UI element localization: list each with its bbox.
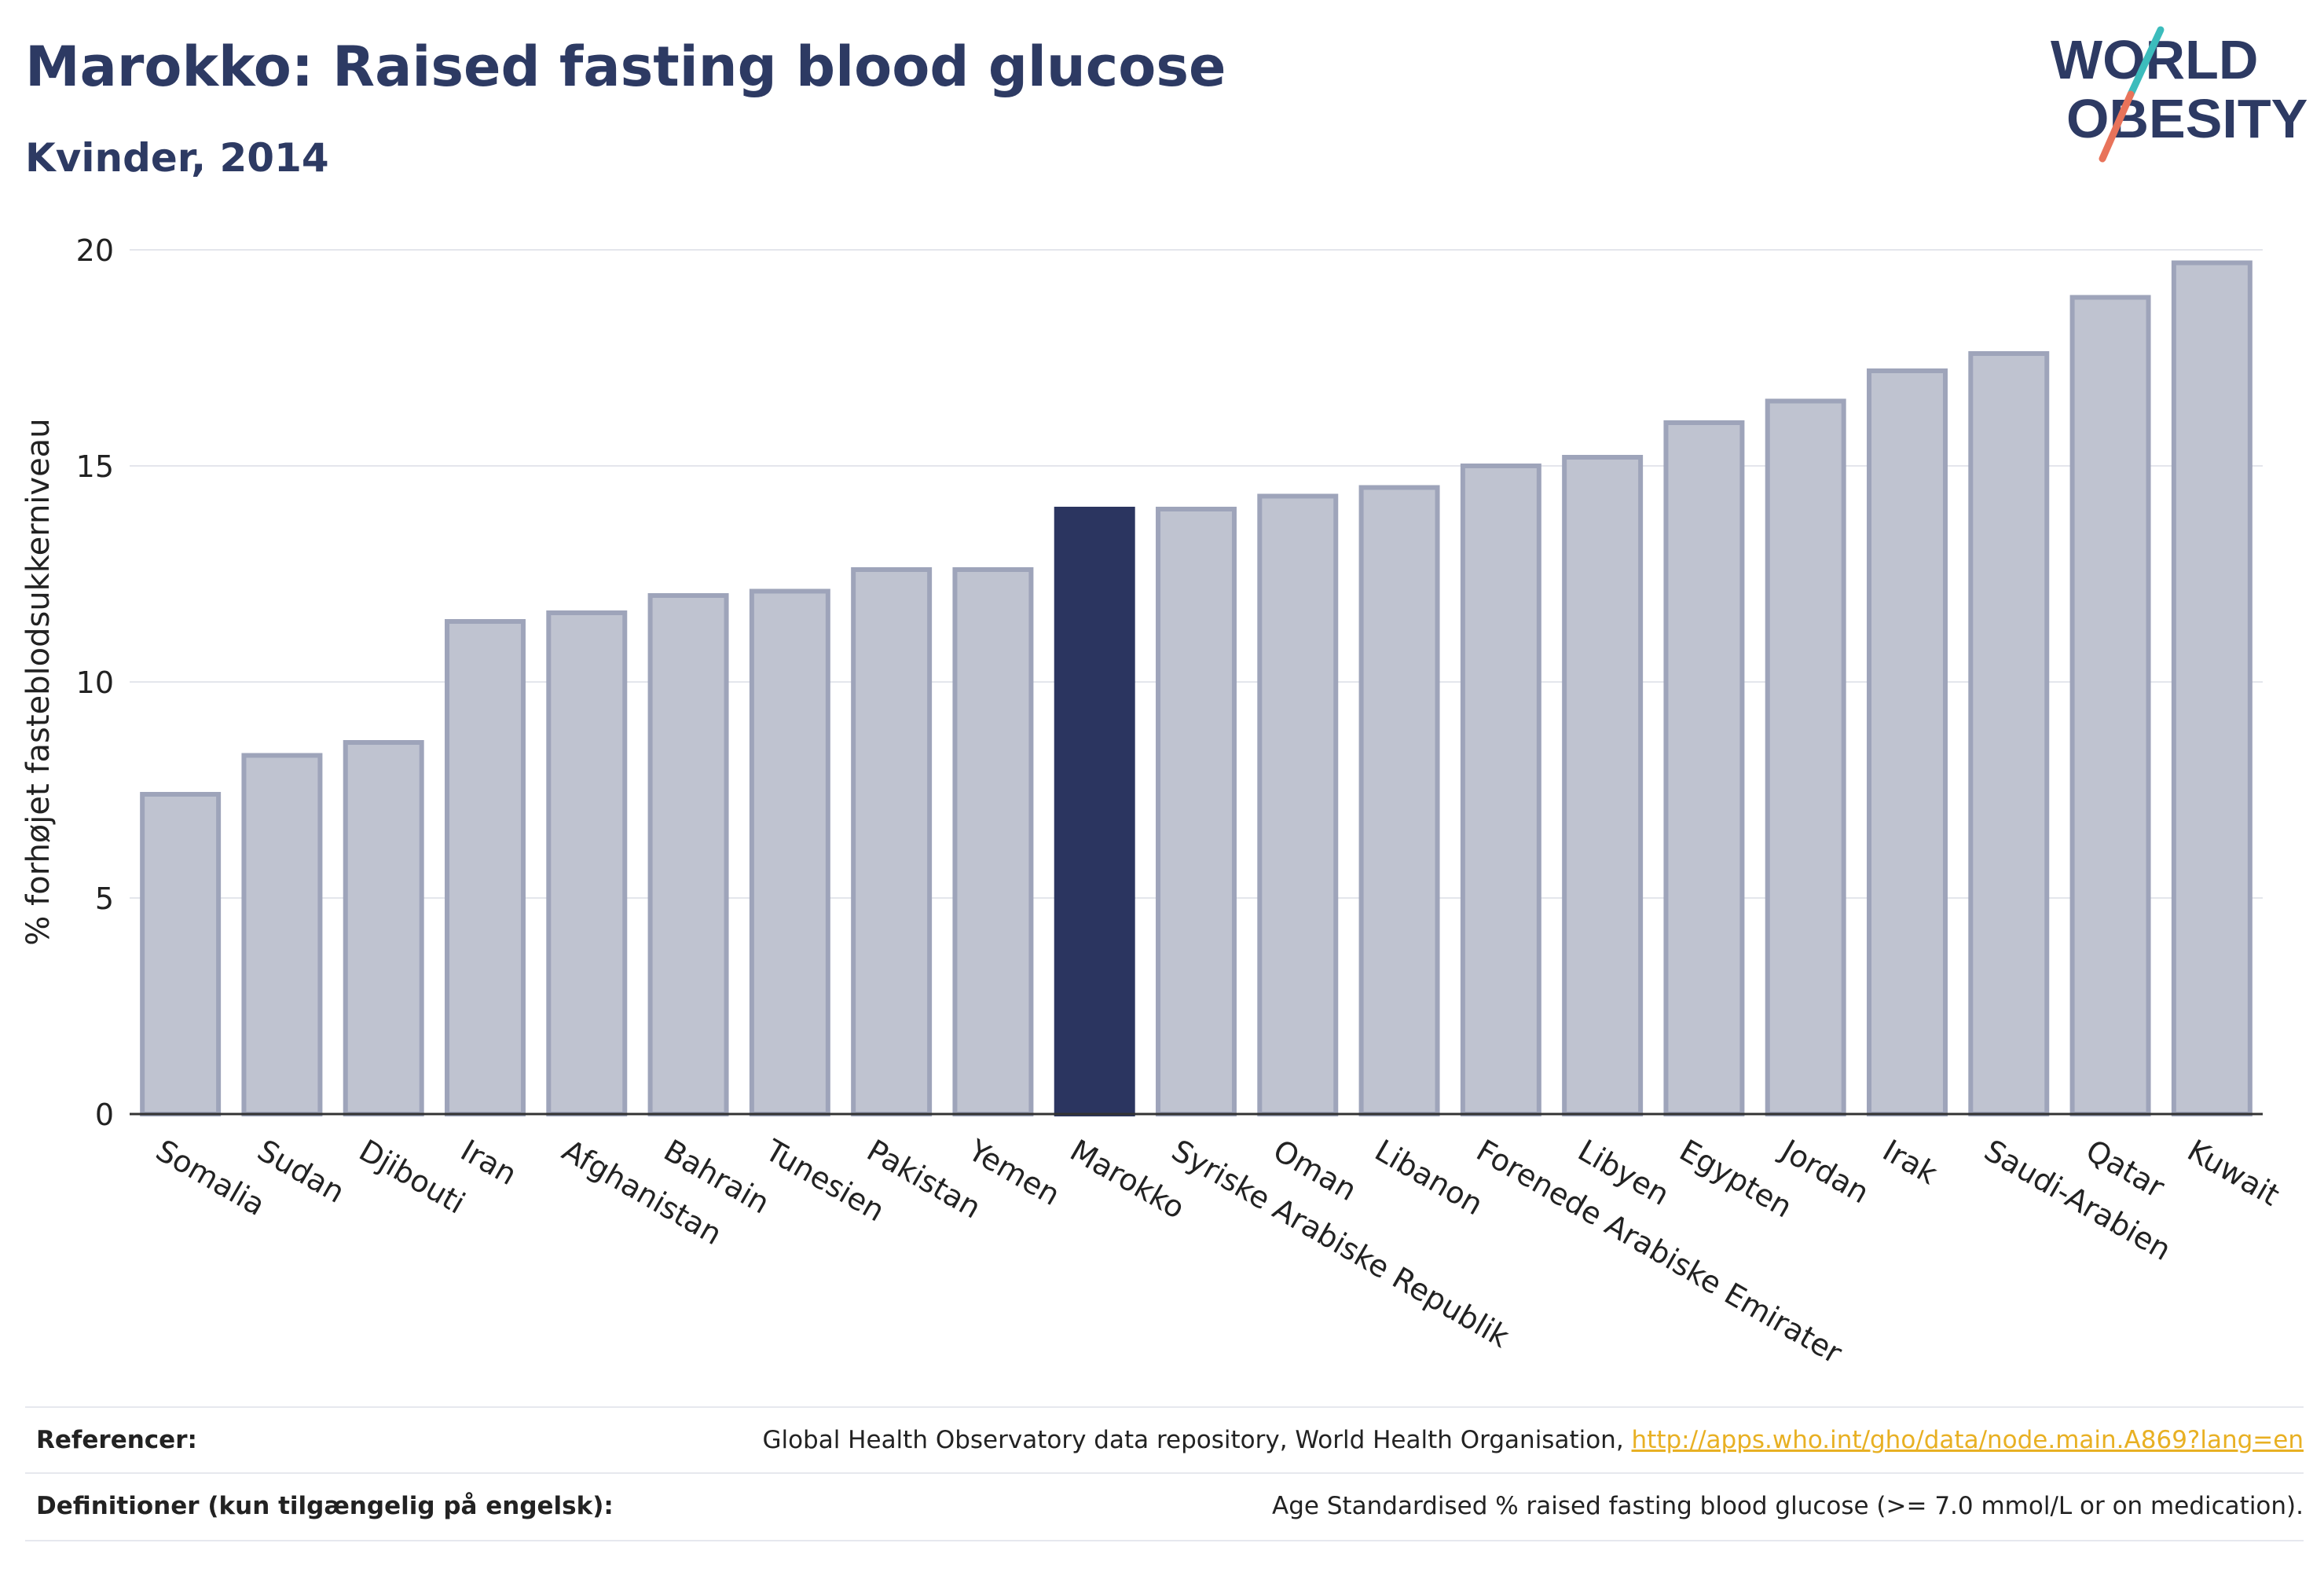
definitions-row: Definitioner (kun tilgængelig på engelsk… (25, 1472, 2304, 1538)
bar (546, 610, 628, 1116)
bar (851, 567, 933, 1116)
bar (1968, 351, 2050, 1116)
bar (647, 593, 729, 1116)
bar (140, 792, 222, 1116)
x-tick-label: Marokko (1065, 1133, 1191, 1226)
y-tick-label: 5 (95, 881, 114, 916)
bar (2069, 295, 2151, 1116)
bar (1867, 368, 1948, 1116)
bar (1663, 420, 1745, 1116)
y-tick-label: 0 (95, 1098, 114, 1132)
y-axis-ticks: 0 5 10 15 20 (76, 233, 114, 1132)
world-obesity-logo: WORLD OBESITY (2051, 26, 2308, 163)
x-tick-label: Somalia (150, 1133, 271, 1222)
bar (343, 740, 424, 1116)
bar (1460, 464, 1541, 1116)
chart-title: Marokko: Raised fasting blood glucose (25, 35, 1226, 99)
bar-highlight (1054, 507, 1135, 1116)
x-tick-label: Irak (1877, 1133, 1943, 1191)
bar (1257, 493, 1339, 1116)
references-link[interactable]: http://apps.who.int/gho/data/node.main.A… (1631, 1426, 2304, 1454)
bar (749, 588, 830, 1116)
bar (445, 619, 526, 1116)
definitions-label: Definitioner (kun tilgængelig på engelsk… (36, 1492, 614, 1520)
y-tick-label: 20 (76, 233, 114, 268)
bar (1765, 398, 1846, 1116)
bar (952, 567, 1034, 1116)
footer-bottom-divider (25, 1540, 2304, 1541)
bar (241, 753, 323, 1116)
bars (140, 260, 2253, 1116)
bar (1358, 485, 1440, 1116)
definitions-text: Age Standardised % raised fasting blood … (1272, 1492, 2304, 1520)
references-text: Global Health Observatory data repositor… (762, 1426, 1632, 1454)
references-label: Referencer: (36, 1426, 197, 1454)
bar (2171, 260, 2253, 1116)
logo-line2: OBESITY (2066, 88, 2308, 149)
bar (1156, 507, 1237, 1116)
x-tick-label: Iran (455, 1133, 522, 1192)
bar (1562, 455, 1644, 1116)
references-row: Referencer: Global Health Observatory da… (25, 1406, 2304, 1472)
x-tick-label: Kuwait (2182, 1133, 2286, 1213)
x-tick-label: Libanon (1369, 1133, 1489, 1222)
y-axis-label: % forhøjet fasteblodsukkerniveau (20, 418, 57, 945)
x-tick-label: Egypten (1673, 1133, 1798, 1225)
chart-subtitle: Kvinder, 2014 (25, 135, 329, 181)
x-tick-label: Djibouti (354, 1133, 471, 1221)
references-value: Global Health Observatory data repositor… (762, 1426, 2304, 1454)
y-tick-label: 10 (76, 665, 114, 700)
y-tick-label: 15 (76, 449, 114, 484)
